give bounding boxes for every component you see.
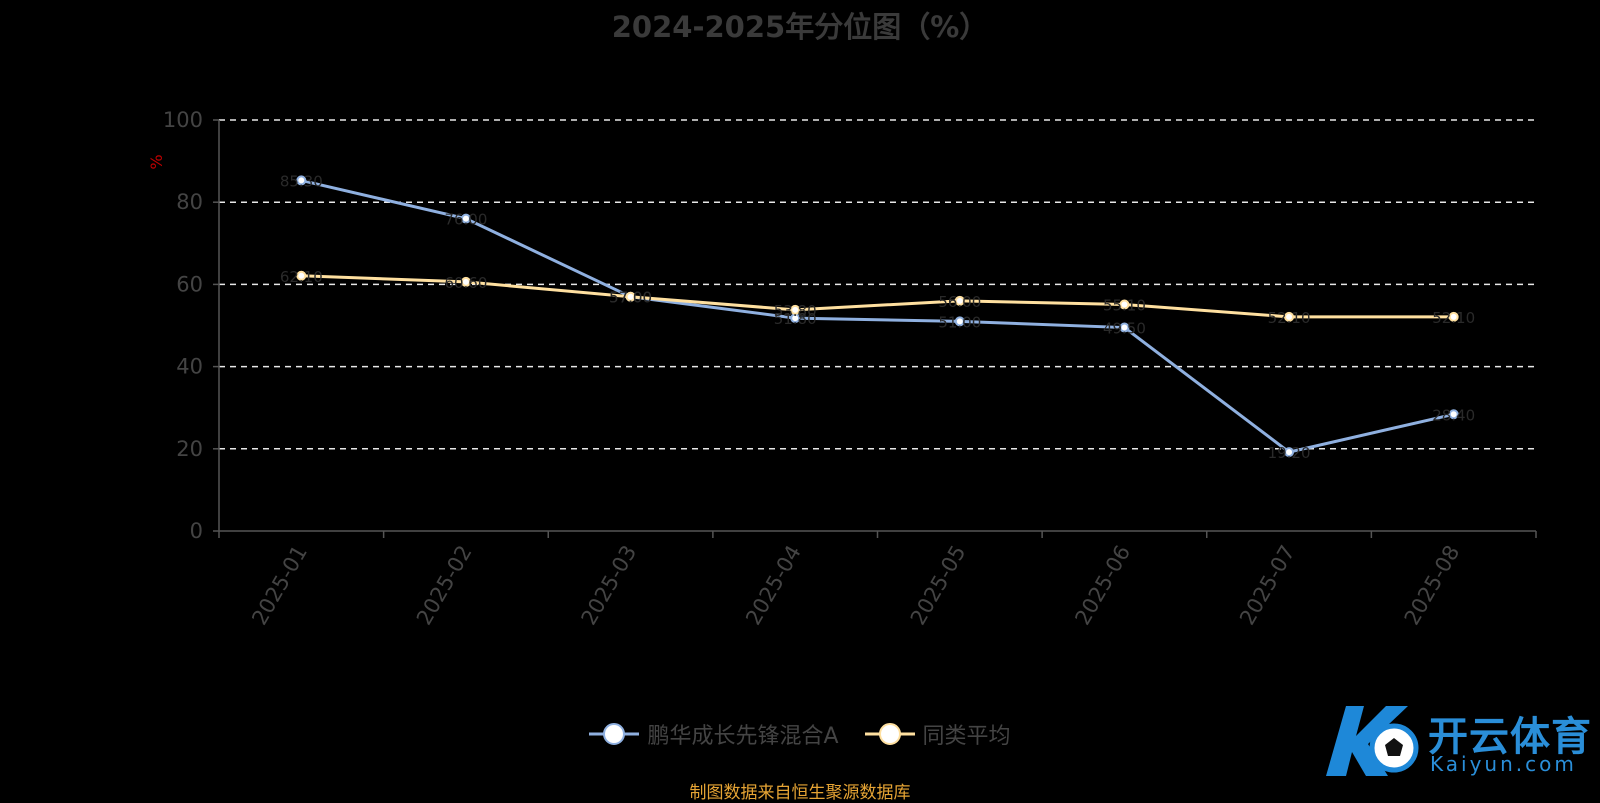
- y-axis-label: %: [147, 154, 166, 169]
- series-point: [1284, 447, 1295, 458]
- legend-marker-icon: [589, 723, 640, 745]
- data-label: 49.50: [1103, 320, 1146, 338]
- series-point: [1119, 299, 1130, 310]
- data-label: 85.30: [280, 172, 323, 190]
- data-label: 28.40: [1432, 406, 1475, 424]
- legend-marker-icon: [864, 723, 915, 745]
- series-point: [1119, 322, 1130, 333]
- x-tick-label: 2025-05: [906, 541, 971, 629]
- data-label: 52.10: [1268, 309, 1311, 327]
- y-tick-label: 60: [176, 272, 203, 296]
- kaiyun-logo-icon: [1326, 706, 1419, 776]
- series-point: [296, 175, 307, 186]
- legend-label: 同类平均: [922, 724, 1011, 749]
- watermark-chinese: 开云体育: [1428, 714, 1592, 760]
- data-label: 76.00: [444, 211, 487, 229]
- y-tick-label: 80: [176, 190, 203, 214]
- series-point: [460, 276, 471, 287]
- data-label: 51.80: [774, 310, 817, 328]
- y-tick-label: 100: [163, 108, 203, 132]
- data-label: 51.00: [938, 313, 981, 331]
- series-point: [1284, 311, 1295, 322]
- x-tick-label: 2025-07: [1235, 541, 1300, 629]
- chart-title: 2024-2025年分位图（%）: [611, 10, 989, 44]
- data-label: 52.10: [1432, 309, 1475, 327]
- x-tick-label: 2025-03: [577, 541, 642, 629]
- series-line: [301, 274, 1454, 319]
- data-label: 19.20: [1268, 444, 1311, 462]
- legend: 鹏华成长先锋混合A 同类平均: [0, 718, 1600, 750]
- x-tick-label: 2025-02: [412, 541, 477, 629]
- kaiyun-watermark: 开云体育 Kaiyun.com: [1316, 696, 1596, 786]
- y-tick-label: 40: [176, 355, 203, 379]
- series-point: [790, 304, 801, 315]
- legend-item[interactable]: 鹏华成长先锋混合A: [589, 718, 839, 750]
- y-tick-label: 20: [176, 437, 203, 461]
- y-tick-label: 0: [190, 519, 203, 543]
- data-label: 60.60: [444, 274, 487, 292]
- series-point: [460, 213, 471, 224]
- series-point: [1448, 311, 1459, 322]
- legend-label: 鹏华成长先锋混合A: [647, 724, 839, 749]
- data-label: 57.00: [609, 289, 652, 307]
- series-point: [625, 291, 636, 302]
- data-label: 53.80: [774, 302, 817, 320]
- series-line: [300, 178, 1455, 454]
- x-tick-label: 2025-06: [1070, 541, 1135, 629]
- x-tick-label: 2025-04: [741, 541, 806, 629]
- watermark-url: Kaiyun.com: [1430, 752, 1577, 776]
- series-point: [954, 316, 965, 327]
- series-point: [1448, 409, 1459, 420]
- data-label: 55.10: [1103, 297, 1146, 315]
- series-point: [296, 270, 307, 281]
- x-tick-label: 2025-01: [247, 541, 312, 629]
- data-label: 57.00: [609, 289, 652, 307]
- series-point: [954, 295, 965, 306]
- legend-item[interactable]: 同类平均: [864, 718, 1011, 750]
- x-tick-label: 2025-08: [1400, 541, 1465, 629]
- source-note: 制图数据来自恒生聚源数据库: [689, 783, 911, 803]
- data-label: 62.10: [280, 268, 323, 286]
- data-label: 56.00: [938, 293, 981, 311]
